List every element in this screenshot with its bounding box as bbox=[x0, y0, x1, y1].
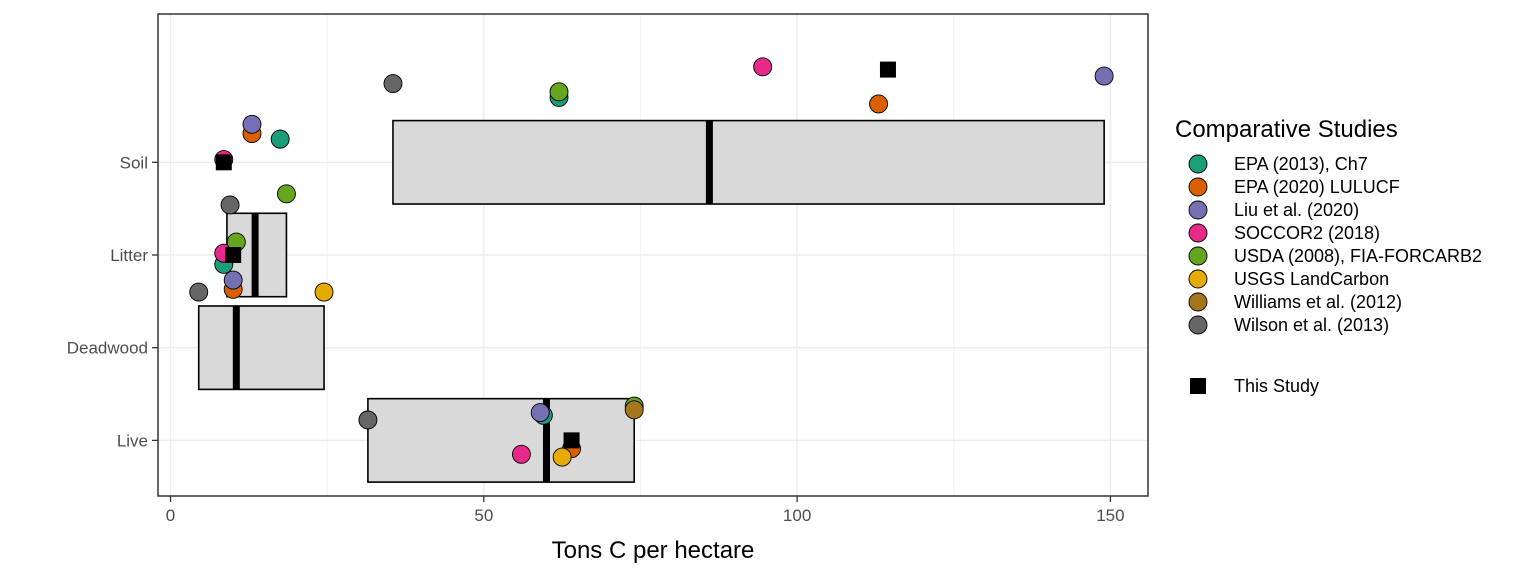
y-tick-label: Litter bbox=[110, 246, 148, 265]
legend-label: Liu et al. (2020) bbox=[1234, 200, 1359, 220]
data-point bbox=[624, 400, 644, 420]
legend-key bbox=[1188, 223, 1208, 243]
legend-label: USGS LandCarbon bbox=[1234, 269, 1389, 289]
legend-label-this-study: This Study bbox=[1234, 376, 1319, 396]
legend-key bbox=[1188, 292, 1208, 312]
data-point bbox=[511, 444, 531, 464]
data-point bbox=[270, 129, 290, 149]
legend: Comparative Studies EPA (2013), Ch7 EPA (… bbox=[1175, 116, 1482, 396]
data-point bbox=[276, 184, 296, 204]
x-tick-label: 0 bbox=[166, 506, 175, 525]
legend-key-this-study bbox=[1190, 378, 1206, 394]
data-points bbox=[189, 57, 1114, 467]
this-study-point bbox=[215, 154, 232, 171]
x-tick-label: 50 bbox=[474, 506, 493, 525]
x-tick-label: 100 bbox=[783, 506, 811, 525]
range-box-soil bbox=[392, 119, 1105, 205]
legend-key bbox=[1188, 154, 1208, 174]
y-tick-label: Live bbox=[117, 431, 148, 450]
legend-key bbox=[1188, 246, 1208, 266]
data-point bbox=[552, 447, 572, 467]
data-point bbox=[220, 195, 240, 215]
legend-key bbox=[1188, 200, 1208, 220]
data-point bbox=[753, 57, 773, 77]
range-box-deadwood bbox=[197, 305, 325, 391]
x-axis-title: Tons C per hectare bbox=[552, 537, 755, 564]
data-point bbox=[383, 74, 403, 93]
legend-label: Williams et al. (2012) bbox=[1234, 292, 1402, 312]
legend-label: EPA (2020) LULUCF bbox=[1234, 177, 1400, 197]
data-point bbox=[358, 410, 378, 430]
legend-key bbox=[1188, 315, 1208, 335]
this-study-point bbox=[563, 432, 580, 449]
legend-label: SOCCOR2 (2018) bbox=[1234, 223, 1380, 243]
this-study-point bbox=[225, 247, 242, 263]
y-tick-label: Deadwood bbox=[67, 339, 148, 358]
data-point bbox=[189, 282, 209, 302]
y-tick-label: Soil bbox=[120, 153, 148, 172]
axes: 0 50 100 150 Live Deadwood Litter Soil bbox=[67, 153, 1125, 525]
data-point bbox=[314, 282, 334, 302]
legend-label: EPA (2013), Ch7 bbox=[1234, 154, 1368, 174]
legend-key bbox=[1188, 269, 1208, 289]
legend-title: Comparative Studies bbox=[1175, 116, 1398, 143]
data-point bbox=[530, 403, 550, 423]
this-study-point bbox=[879, 61, 896, 78]
x-tick-label: 150 bbox=[1096, 506, 1124, 525]
data-point bbox=[223, 270, 243, 290]
range-box-live bbox=[367, 397, 636, 483]
legend-label: USDA (2008), FIA-FORCARB2 bbox=[1234, 246, 1482, 266]
legend-label: Wilson et al. (2013) bbox=[1234, 315, 1389, 335]
data-point bbox=[869, 94, 889, 114]
legend-key bbox=[1188, 177, 1208, 197]
data-point bbox=[242, 114, 262, 134]
data-point bbox=[549, 82, 569, 102]
range-boxes bbox=[197, 119, 1105, 483]
data-point bbox=[1094, 66, 1114, 86]
